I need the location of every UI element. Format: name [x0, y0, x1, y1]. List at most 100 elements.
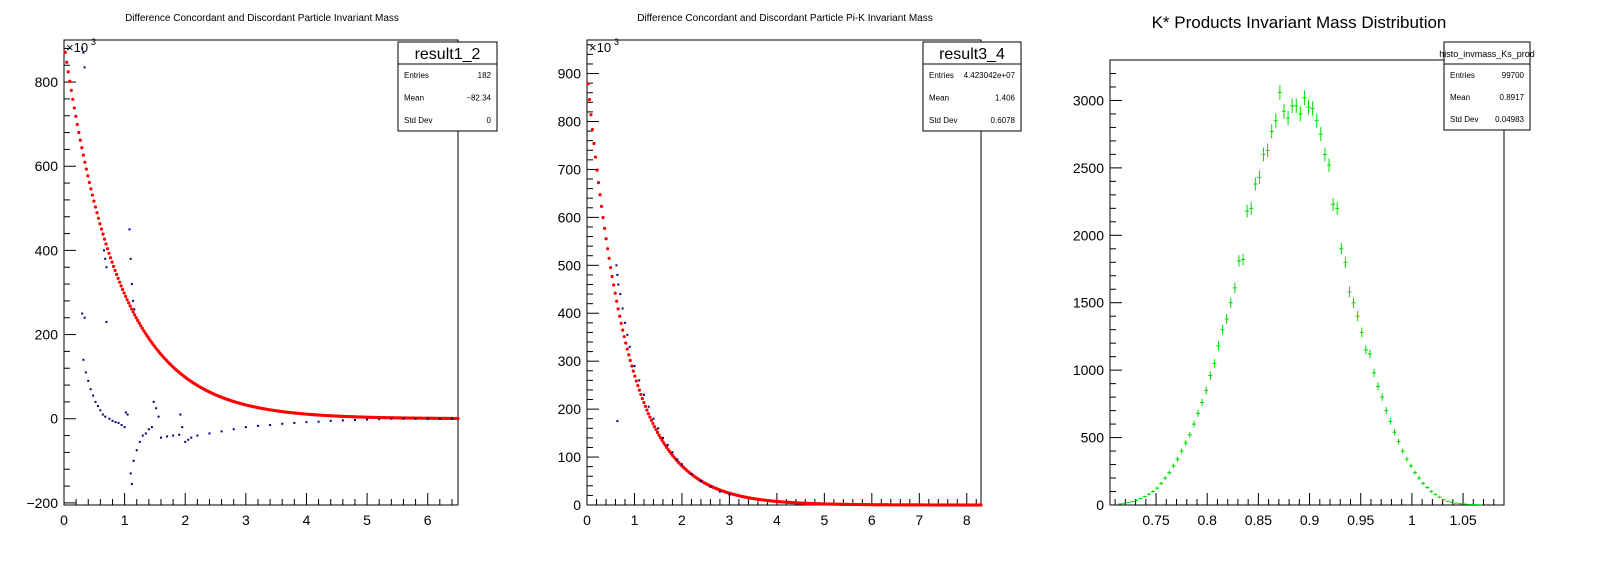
data-point: [155, 407, 158, 410]
fit-point: [92, 199, 96, 203]
fit-point: [69, 88, 73, 93]
histogram-bin: [1195, 409, 1201, 417]
data-point: [317, 420, 320, 423]
data-point: [81, 312, 84, 315]
histogram-bin: [1228, 297, 1233, 308]
fit-point: [75, 122, 79, 127]
histogram-bin: [1408, 463, 1413, 469]
stats-row-value: 0.8917: [1500, 93, 1525, 102]
fit-point: [142, 329, 146, 333]
axis-multiplier-exponent: 3: [614, 37, 619, 47]
fit-point: [83, 160, 87, 164]
fit-point: [113, 268, 117, 273]
data-point: [105, 266, 108, 269]
histogram-bin: [1404, 456, 1409, 462]
y-tick-label: 0: [573, 497, 581, 513]
fit-point: [93, 205, 98, 209]
fit-point: [90, 193, 95, 197]
histogram-bin: [1138, 497, 1143, 500]
data-point: [159, 436, 162, 439]
histogram-bin: [1363, 345, 1368, 355]
fit-point: [622, 335, 626, 339]
histogram-bin: [1179, 448, 1184, 454]
data-point: [114, 421, 117, 424]
fit-point: [136, 318, 140, 323]
fit-point: [613, 291, 617, 295]
histogram-bin: [1204, 386, 1209, 395]
data-point: [147, 428, 150, 431]
data-point: [123, 426, 126, 429]
histogram-bin: [1359, 327, 1364, 338]
data-point: [179, 413, 182, 416]
fit-point: [77, 130, 81, 135]
chart-title: Difference Concordant and Discordant Par…: [637, 13, 933, 24]
histogram-bin: [1318, 127, 1323, 142]
data-point: [633, 364, 636, 367]
data-point: [671, 451, 674, 454]
stats-box: result1_2 Entries 182 Mean −82.34 Std Dev 0: [397, 41, 498, 132]
histogram-bin: [1425, 485, 1430, 490]
stats-row-label: Entries: [404, 71, 429, 80]
axis-multiplier-exponent: 3: [91, 37, 96, 47]
fit-point: [637, 388, 641, 392]
histogram-bin: [1343, 256, 1348, 268]
fit-point: [609, 265, 613, 270]
fit-point: [116, 276, 120, 280]
data-point: [616, 420, 619, 423]
y-tick-label: 600: [558, 209, 582, 225]
fit-point: [105, 247, 110, 251]
histogram-bin: [1437, 496, 1442, 499]
histogram-bin: [1392, 429, 1397, 436]
histogram-bin: [1433, 493, 1438, 496]
data-point: [661, 436, 664, 439]
data-point: [621, 307, 624, 310]
fit-point: [658, 436, 663, 440]
fit-point: [648, 415, 652, 419]
fit-point: [456, 416, 460, 421]
stats-row-label: Mean: [1450, 93, 1470, 102]
data-point: [83, 66, 86, 69]
x-tick-label: 2: [181, 512, 189, 528]
data-point: [138, 440, 141, 443]
histogram-bin: [1347, 286, 1352, 298]
histogram-bin: [1371, 368, 1377, 378]
histogram-bin: [1130, 500, 1135, 503]
histogram-bin: [1355, 311, 1360, 322]
data-point: [84, 371, 87, 374]
stats-row-value: −82.34: [466, 94, 491, 103]
fit-point: [127, 301, 131, 305]
data-point: [244, 426, 247, 429]
axis-multiplier: ×10: [66, 40, 88, 55]
histogram-bin: [1175, 456, 1180, 462]
data-point: [129, 472, 132, 475]
chart-panel-2: Difference Concordant and Discordant Par…: [558, 13, 1022, 528]
data-point: [642, 393, 645, 396]
histogram-bin: [1122, 502, 1127, 504]
chart-title: K* Products Invariant Mass Distribution: [1152, 13, 1447, 32]
y-tick-label: 1500: [1073, 295, 1104, 311]
data-point: [626, 333, 629, 336]
histogram-bin: [1232, 282, 1237, 294]
fit-point: [639, 392, 643, 397]
data-point: [101, 413, 104, 416]
histogram-bin: [1240, 253, 1246, 266]
fit-point: [643, 404, 647, 409]
fit-point: [74, 114, 78, 118]
fit-point: [636, 384, 640, 388]
data-point: [281, 422, 284, 425]
data-point: [269, 424, 272, 427]
x-tick-label: 0.95: [1347, 512, 1374, 528]
fit-point: [592, 141, 596, 146]
chart-title: Difference Concordant and Discordant Par…: [125, 13, 399, 24]
x-tick-label: 5: [820, 512, 828, 528]
fit-point: [593, 155, 598, 159]
data-point: [709, 485, 712, 488]
x-tick-label: 0: [60, 512, 68, 528]
histogram-bin: [1380, 393, 1385, 401]
y-tick-label: 0: [50, 411, 58, 427]
fit-point: [66, 70, 70, 74]
histogram-bin: [1314, 113, 1319, 128]
histogram-bin: [1335, 202, 1340, 215]
fit-point: [657, 433, 661, 437]
